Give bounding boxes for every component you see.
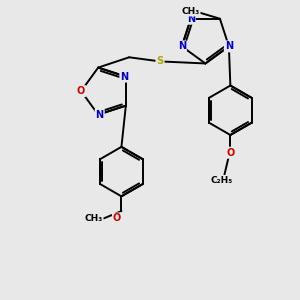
Text: N: N xyxy=(178,41,186,51)
Text: N: N xyxy=(225,41,233,51)
Text: O: O xyxy=(226,148,235,158)
Text: C₂H₅: C₂H₅ xyxy=(210,176,233,185)
Text: O: O xyxy=(77,86,85,96)
Text: O: O xyxy=(113,213,121,224)
Text: N: N xyxy=(120,72,128,82)
Text: CH₃: CH₃ xyxy=(181,7,200,16)
Text: S: S xyxy=(157,56,164,66)
Text: N: N xyxy=(96,110,104,120)
Text: CH₃: CH₃ xyxy=(84,214,103,223)
Text: N: N xyxy=(187,14,195,24)
